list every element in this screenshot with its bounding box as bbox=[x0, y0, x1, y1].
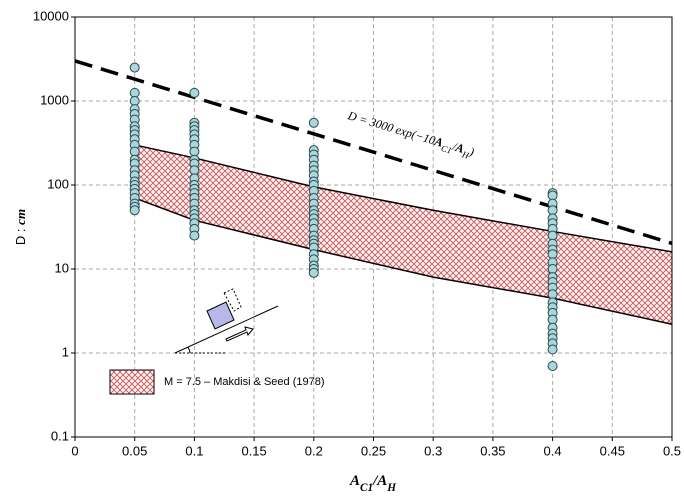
label-part: A bbox=[376, 473, 387, 489]
plot-frame bbox=[74, 16, 673, 438]
data-point bbox=[189, 230, 200, 241]
x-tick-label: 0 bbox=[71, 443, 78, 458]
y-tick-label: 1 bbox=[62, 344, 69, 359]
data-point bbox=[547, 344, 558, 355]
x-tick-label: 0.15 bbox=[241, 443, 266, 458]
label-part: A bbox=[432, 134, 445, 150]
data-point bbox=[189, 87, 200, 98]
x-tick-label: 0.25 bbox=[361, 443, 386, 458]
label-part: D : bbox=[13, 225, 28, 245]
annotation: D = 3000 exp(−10AC1/AH) bbox=[344, 108, 475, 162]
data-point bbox=[308, 267, 319, 278]
data-point bbox=[308, 117, 319, 128]
label-part: ) bbox=[467, 144, 476, 159]
label-part: / bbox=[372, 473, 379, 489]
data-point bbox=[129, 205, 140, 216]
legend-label: M = 7.5 – Makdisi & Seed (1978) bbox=[164, 376, 325, 388]
y-tick-label: 10000 bbox=[33, 8, 69, 23]
x-tick-label: 0.35 bbox=[480, 443, 505, 458]
label-part: A bbox=[453, 140, 466, 156]
legend: M = 7.5 – Makdisi & Seed (1978) bbox=[109, 369, 325, 395]
label-part: cm bbox=[13, 209, 28, 225]
y-tick-label: 100 bbox=[47, 176, 69, 191]
data-point bbox=[129, 62, 140, 73]
y-tick-label: 10 bbox=[55, 260, 69, 275]
label-part: / bbox=[450, 139, 460, 154]
data-point bbox=[547, 361, 558, 372]
band-lower bbox=[134, 197, 673, 325]
label-part: C1 bbox=[360, 482, 373, 494]
label-part: H bbox=[460, 149, 471, 161]
y-axis-label: D : cm bbox=[13, 209, 28, 245]
x-tick-label: 0.1 bbox=[185, 443, 203, 458]
x-tick-label: 0.4 bbox=[544, 443, 562, 458]
y-tick-label: 0.1 bbox=[51, 428, 69, 443]
slope-icon bbox=[174, 288, 279, 354]
x-tick-label: 0.5 bbox=[663, 443, 681, 458]
label-part: A bbox=[349, 473, 360, 489]
y-tick-label: 1000 bbox=[40, 92, 69, 107]
band bbox=[134, 144, 672, 325]
x-tick-label: 0.45 bbox=[600, 443, 625, 458]
label-part: H bbox=[386, 482, 397, 494]
band-upper bbox=[134, 144, 673, 253]
x-axis-label: AC1/AH bbox=[349, 473, 397, 493]
x-tick-label: 0.3 bbox=[424, 443, 442, 458]
x-tick-label: 0.05 bbox=[122, 443, 147, 458]
x-tick-label: 0.2 bbox=[305, 443, 323, 458]
trend-line bbox=[74, 59, 673, 246]
label-part: D = 3000 exp(−10 bbox=[345, 108, 437, 147]
label-part: C1 bbox=[440, 143, 453, 156]
legend-swatch bbox=[109, 369, 155, 395]
